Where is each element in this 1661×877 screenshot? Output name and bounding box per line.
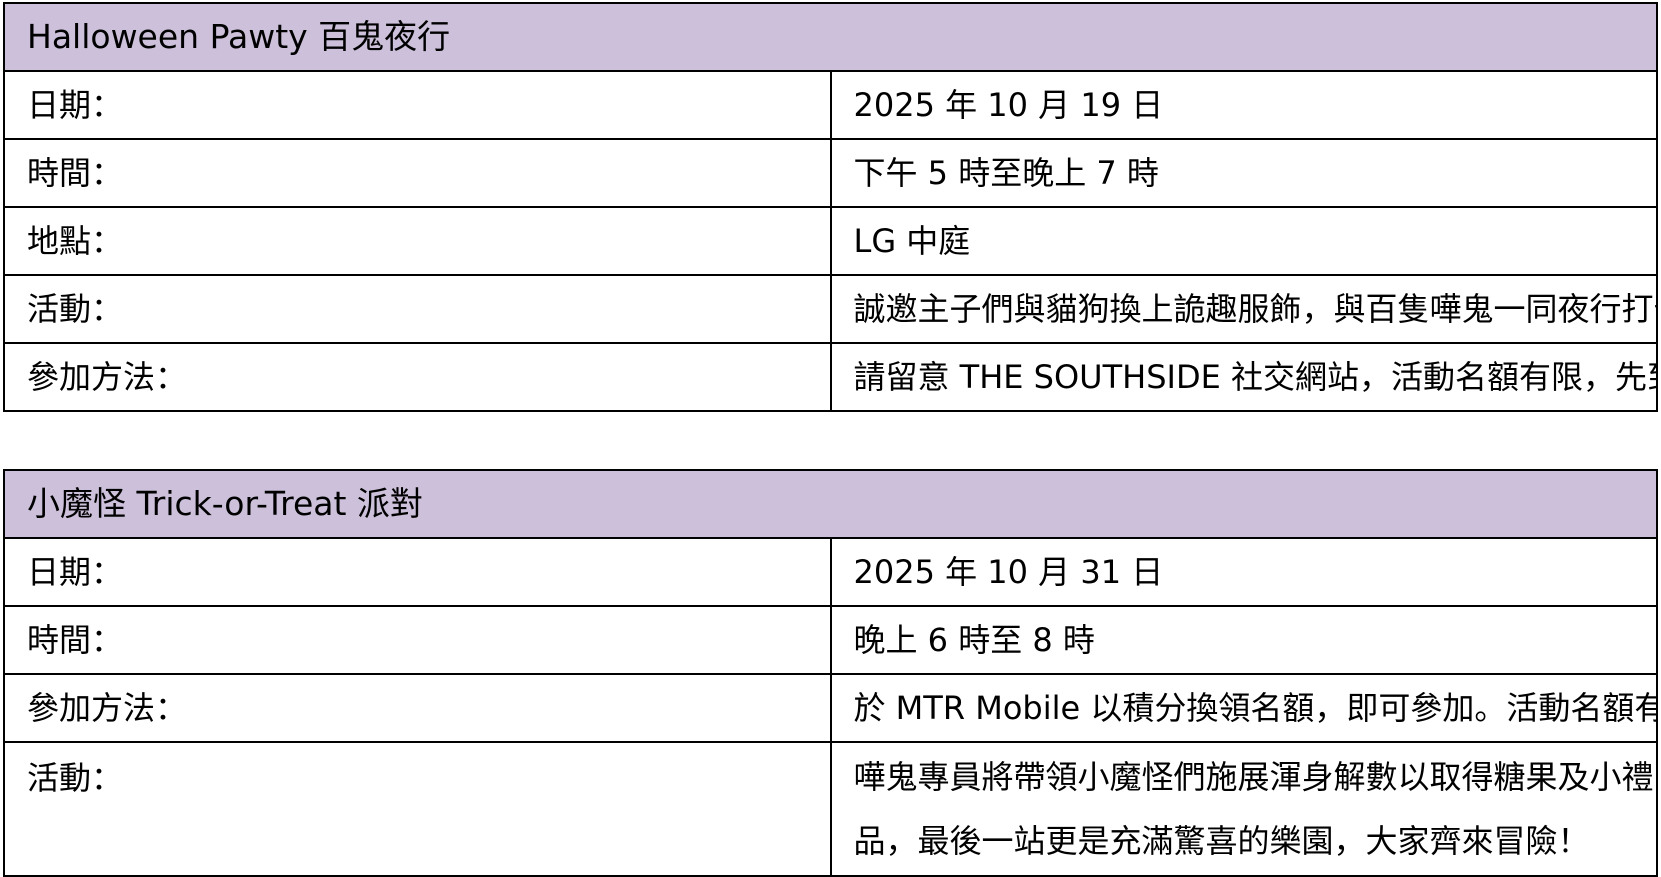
table-row: 活動： 誠邀主子們與貓狗換上詭趣服飾，與百隻嘩鬼一同夜行打卡！ xyxy=(3,274,1658,344)
event-table-halloween-pawty: Halloween Pawty 百鬼夜行 日期： 2025 年 10 月 19 日… xyxy=(3,2,1658,412)
table-row: 時間： 晚上 6 時至 8 時 xyxy=(3,605,1658,675)
table-row: 參加方法：請留意 THE SOUTHSIDE 社交網站，活動名額有限，先到先得。 xyxy=(3,342,1658,412)
event-title: Halloween Pawty 百鬼夜行 xyxy=(3,2,1658,72)
table-row: 參加方法：於 MTR Mobile 以積分換領名額，即可參加。活動名額有限，先到… xyxy=(3,673,1658,743)
row-value: 晚上 6 時至 8 時 xyxy=(829,605,1658,675)
row-value: LG 中庭 xyxy=(829,206,1658,276)
row-value: 於 MTR Mobile 以積分換領名額，即可參加。活動名額有限，先到先得。 xyxy=(829,673,1658,743)
row-value: 2025 年 10 月 31 日 xyxy=(829,537,1658,607)
table-row: 日期： 2025 年 10 月 19 日 xyxy=(3,70,1658,140)
row-label: 參加方法： xyxy=(3,673,832,743)
row-value: 請留意 THE SOUTHSIDE 社交網站，活動名額有限，先到先得。 xyxy=(829,342,1658,412)
table-row: 日期： 2025 年 10 月 31 日 xyxy=(3,537,1658,607)
event-table-trick-or-treat: 小魔怪 Trick-or-Treat 派對 日期： 2025 年 10 月 31 … xyxy=(3,469,1658,877)
row-label: 參加方法： xyxy=(3,342,832,412)
row-value: 2025 年 10 月 19 日 xyxy=(829,70,1658,140)
row-label: 活動： xyxy=(3,741,832,877)
event-title: 小魔怪 Trick-or-Treat 派對 xyxy=(3,469,1658,539)
row-value: 誠邀主子們與貓狗換上詭趣服飾，與百隻嘩鬼一同夜行打卡！ xyxy=(829,274,1658,344)
row-label: 日期： xyxy=(3,537,832,607)
table-row: 時間： 下午 5 時至晚上 7 時 xyxy=(3,138,1658,208)
table-header-row: Halloween Pawty 百鬼夜行 xyxy=(3,2,1658,72)
table-row: 地點： LG 中庭 xyxy=(3,206,1658,276)
row-value: 下午 5 時至晚上 7 時 xyxy=(829,138,1658,208)
row-label: 時間： xyxy=(3,138,832,208)
row-label: 時間： xyxy=(3,605,832,675)
row-label: 活動： xyxy=(3,274,832,344)
row-label: 地點： xyxy=(3,206,832,276)
table-header-row: 小魔怪 Trick-or-Treat 派對 xyxy=(3,469,1658,539)
row-value: 嘩鬼專員將帶領小魔怪們施展渾身解數以取得糖果及小禮品，最後一站更是充滿驚喜的樂園… xyxy=(829,741,1658,877)
row-label: 日期： xyxy=(3,70,832,140)
table-row: 活動： 嘩鬼專員將帶領小魔怪們施展渾身解數以取得糖果及小禮品，最後一站更是充滿驚喜… xyxy=(3,741,1658,877)
